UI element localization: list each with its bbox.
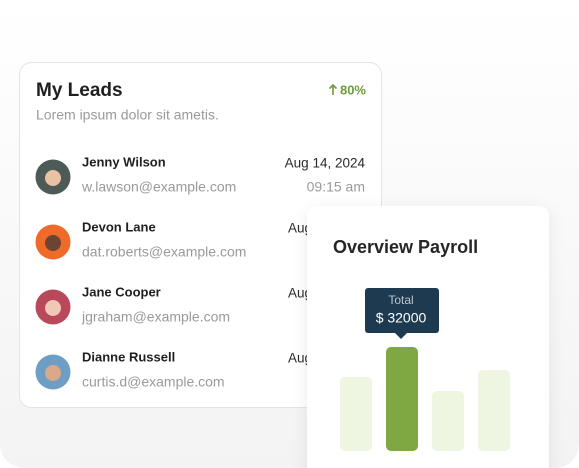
leads-card: My Leads 80% Lorem ipsum dolor sit ameti…	[19, 62, 382, 408]
tooltip-pointer	[395, 333, 407, 339]
title: Overview Payroll	[333, 237, 478, 257]
avatar-face	[45, 170, 61, 186]
lead-email: w.lawson@example.com	[81, 179, 236, 195]
lead-date: Aug 14, 2024	[285, 156, 366, 171]
tooltip-value: $ 32000	[376, 310, 427, 326]
lead-name: Devon Lane	[82, 219, 156, 234]
bar	[432, 391, 464, 451]
lead-email: jgraham@example.com	[81, 309, 230, 325]
up-arrow	[328, 83, 338, 95]
title: My Leads	[36, 80, 123, 101]
payroll-card: Overview Payroll Total $ 32000	[307, 206, 549, 468]
lead-email: dat.roberts@example.com	[82, 244, 246, 260]
lead-name: Jenny Wilson	[82, 154, 166, 169]
tooltip	[365, 288, 439, 333]
lead-name: Jane Cooper	[82, 284, 161, 299]
avatar-face	[45, 365, 61, 381]
lead-date: Aug	[288, 221, 312, 236]
lead-date: Aug	[288, 286, 312, 301]
avatar-face	[45, 300, 61, 316]
bar	[340, 377, 372, 451]
change: 80%	[340, 82, 366, 97]
bar	[386, 347, 418, 451]
bar	[478, 370, 510, 451]
lead-email: curtis.d@example.com	[82, 374, 225, 390]
lead-date: Aug	[288, 351, 312, 366]
tooltip-label: Total	[388, 293, 413, 307]
subtitle: Lorem ipsum dolor sit ametis.	[36, 107, 219, 123]
lead-name: Dianne Russell	[82, 349, 175, 364]
lead-rows: Jenny Wilson w.lawson@example.com Aug 14, …	[35, 154, 366, 390]
avatar-face	[45, 235, 61, 251]
lead-time: 09:15 am	[307, 179, 365, 195]
